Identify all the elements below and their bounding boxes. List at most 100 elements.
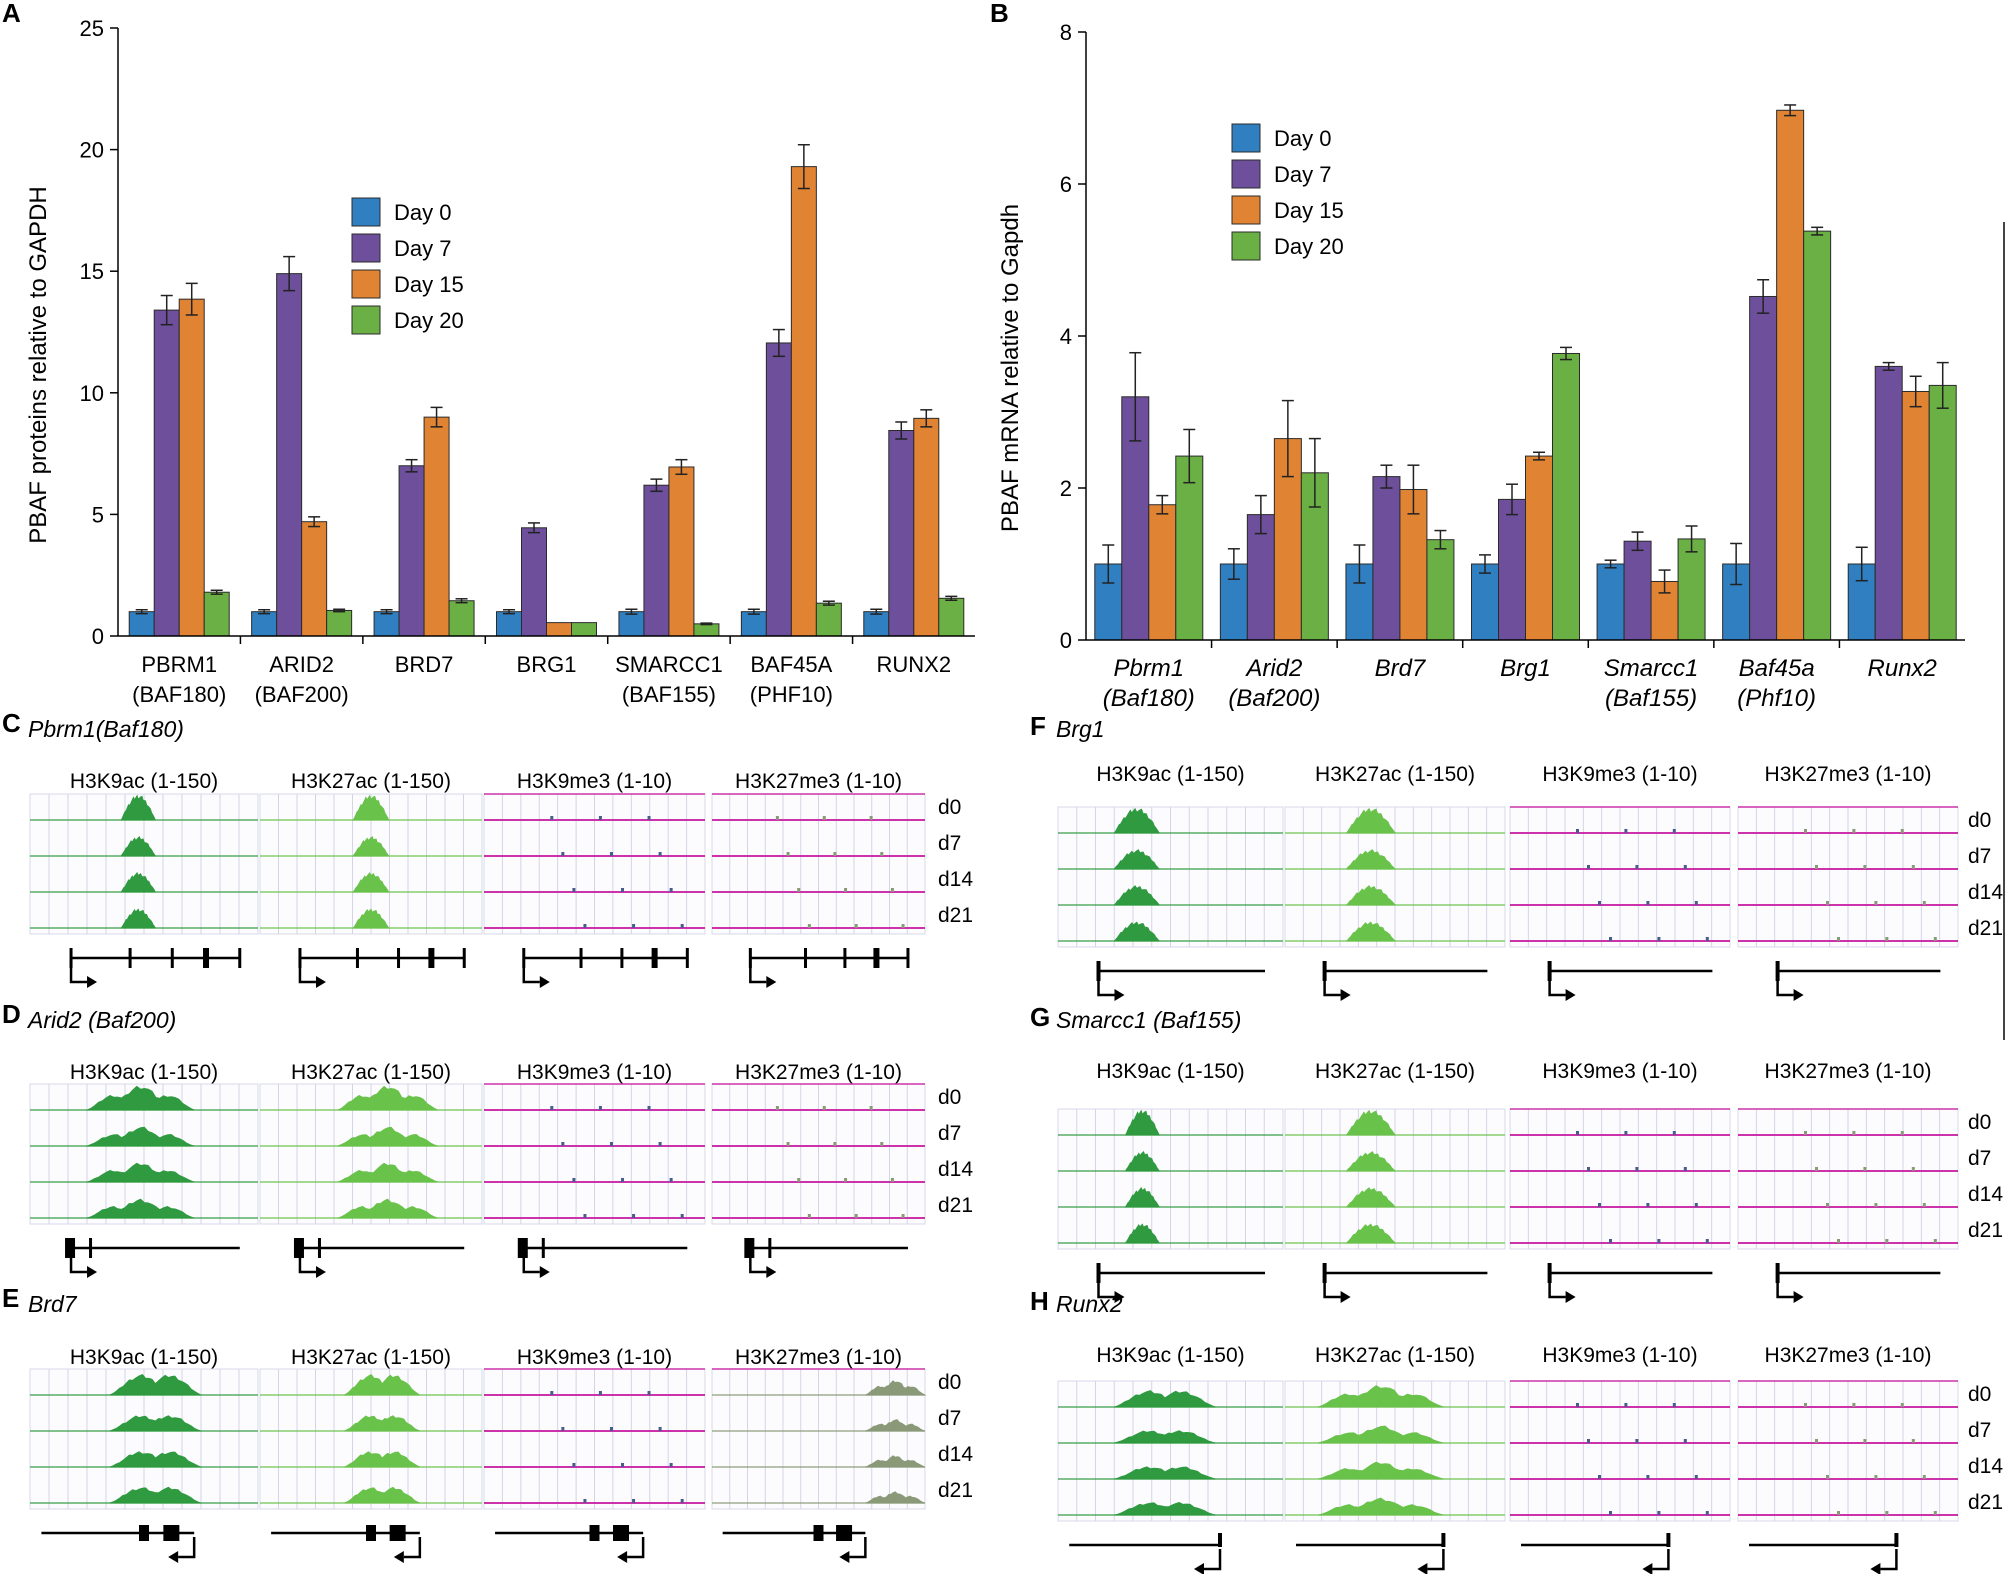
signal-blip bbox=[1624, 829, 1628, 833]
tss-arrowhead-icon bbox=[1194, 1563, 1204, 1574]
signal-blip bbox=[775, 816, 779, 820]
gene-model bbox=[1096, 961, 1265, 1001]
track-header: H3K27me3 (1-10) bbox=[1765, 763, 1932, 786]
track-panel-h: H Runx2 H3K9ac (1-150) H3K27ac (1-150) H3K9m… bbox=[1030, 1286, 2003, 1574]
day-label: d21 bbox=[1968, 917, 2003, 940]
exon bbox=[317, 1238, 321, 1258]
signal-peak bbox=[1114, 1390, 1216, 1408]
exon bbox=[685, 948, 689, 968]
gene-name: Runx2 bbox=[1056, 1291, 1123, 1317]
exon bbox=[65, 1238, 76, 1258]
signal-blip bbox=[621, 888, 625, 892]
y-tick-label: 2 bbox=[1060, 476, 1072, 501]
signal-blip bbox=[1635, 1167, 1639, 1171]
signal-blip bbox=[583, 924, 587, 928]
tss-arrowhead-icon bbox=[393, 1551, 404, 1563]
signal-blip bbox=[1598, 901, 1601, 905]
bar-day-0 bbox=[373, 611, 400, 637]
exon bbox=[1441, 1533, 1446, 1547]
signal-blip bbox=[669, 1463, 673, 1467]
gene-model bbox=[517, 1238, 688, 1278]
tss-arrowhead-icon bbox=[315, 1266, 326, 1278]
tss-arrow-icon bbox=[522, 1252, 540, 1274]
signal-peak bbox=[344, 1373, 421, 1396]
gene-model bbox=[1547, 1263, 1713, 1303]
track-header: H3K9me3 (1-10) bbox=[1542, 763, 1697, 786]
gene-model bbox=[744, 1238, 908, 1278]
day-label: d21 bbox=[1968, 1491, 2003, 1514]
signal-blip bbox=[1576, 1403, 1579, 1407]
tss-arrow-icon bbox=[1548, 1277, 1566, 1299]
signal-blip bbox=[1609, 1239, 1612, 1243]
legend-label: Day 7 bbox=[394, 236, 451, 261]
signal-peak bbox=[1345, 1223, 1396, 1244]
exon bbox=[651, 948, 658, 968]
day-label: d21 bbox=[1968, 1219, 2003, 1242]
tss-arrowhead-icon bbox=[617, 1551, 628, 1563]
signal-peak bbox=[120, 908, 157, 929]
day-label: d21 bbox=[938, 904, 973, 927]
track-header: H3K27ac (1-150) bbox=[291, 1346, 451, 1369]
category-label: Pbrm1 bbox=[1113, 655, 1184, 682]
signal-blip bbox=[609, 1427, 613, 1431]
signal-peak bbox=[337, 1162, 438, 1183]
signal-blip bbox=[632, 1214, 636, 1218]
exon bbox=[462, 948, 466, 968]
signal-blip bbox=[1885, 1239, 1889, 1243]
signal-blip bbox=[1863, 1439, 1867, 1443]
signal-blip bbox=[583, 1499, 587, 1503]
day-label: d7 bbox=[1968, 1147, 1991, 1170]
signal-peak bbox=[1345, 1187, 1396, 1208]
panel-b-bar-chart: B PBAF mRNA relative to Gapdh Pbrm1 (Baf1… bbox=[990, 0, 1965, 712]
signal-blip bbox=[669, 1178, 673, 1182]
signal-blip bbox=[1635, 865, 1639, 869]
bar-day-20 bbox=[1928, 384, 1957, 641]
signal-blip bbox=[1922, 901, 1926, 905]
track-header: H3K9ac (1-150) bbox=[70, 1061, 218, 1084]
panel-letter: F bbox=[1030, 711, 1046, 741]
day-label: d7 bbox=[938, 1122, 961, 1145]
signal-blip bbox=[1672, 829, 1676, 833]
signal-peak bbox=[1345, 807, 1396, 834]
signal-peak bbox=[1113, 885, 1161, 906]
category-sublabel: (BAF155) bbox=[622, 682, 716, 707]
day-label: d0 bbox=[1968, 809, 1991, 832]
exon bbox=[843, 948, 847, 968]
signal-blip bbox=[632, 1499, 636, 1503]
bar-day-7 bbox=[153, 309, 180, 637]
panel-a-bar-chart: A PBAF proteins relative to GAPDH PBRM1 (… bbox=[2, 0, 975, 707]
signal-blip bbox=[632, 924, 636, 928]
bar-day-20 bbox=[1175, 455, 1204, 641]
signal-blip bbox=[833, 1142, 837, 1146]
signal-blip bbox=[890, 1178, 894, 1182]
y-tick-label: 6 bbox=[1060, 172, 1072, 197]
legend-label: Day 20 bbox=[1274, 234, 1344, 259]
exon bbox=[128, 948, 132, 968]
track-header: H3K27ac (1-150) bbox=[1315, 763, 1475, 786]
signal-blip bbox=[647, 1106, 651, 1110]
signal-peak bbox=[1124, 1186, 1161, 1208]
bar-day-15 bbox=[668, 466, 695, 637]
tss-arrow-icon bbox=[1097, 1277, 1115, 1299]
exon bbox=[163, 1525, 180, 1541]
signal-blip bbox=[1598, 1203, 1601, 1207]
signal-peak bbox=[1345, 921, 1396, 942]
signal-blip bbox=[901, 1214, 905, 1218]
signal-blip bbox=[844, 888, 848, 892]
signal-blip bbox=[1852, 1403, 1856, 1407]
exon bbox=[1775, 1263, 1780, 1283]
y-axis-label: PBAF mRNA relative to Gapdh bbox=[997, 204, 1024, 532]
y-tick-label: 4 bbox=[1060, 324, 1072, 349]
tss-arrow-icon bbox=[1652, 1549, 1670, 1571]
bar-day-15 bbox=[1525, 455, 1553, 641]
signal-peak bbox=[352, 871, 390, 893]
category-label: Baf45a bbox=[1739, 655, 1815, 682]
bar-day-20 bbox=[1803, 230, 1832, 641]
track-header: H3K9ac (1-150) bbox=[1096, 1344, 1244, 1367]
signal-blip bbox=[1646, 1475, 1650, 1479]
y-axis-label: PBAF proteins relative to GAPDH bbox=[25, 186, 52, 543]
bar-day-15 bbox=[1776, 109, 1805, 641]
signal-blip bbox=[1911, 1167, 1915, 1171]
signal-blip bbox=[1694, 1475, 1698, 1479]
category-label: Brd7 bbox=[1375, 655, 1427, 682]
